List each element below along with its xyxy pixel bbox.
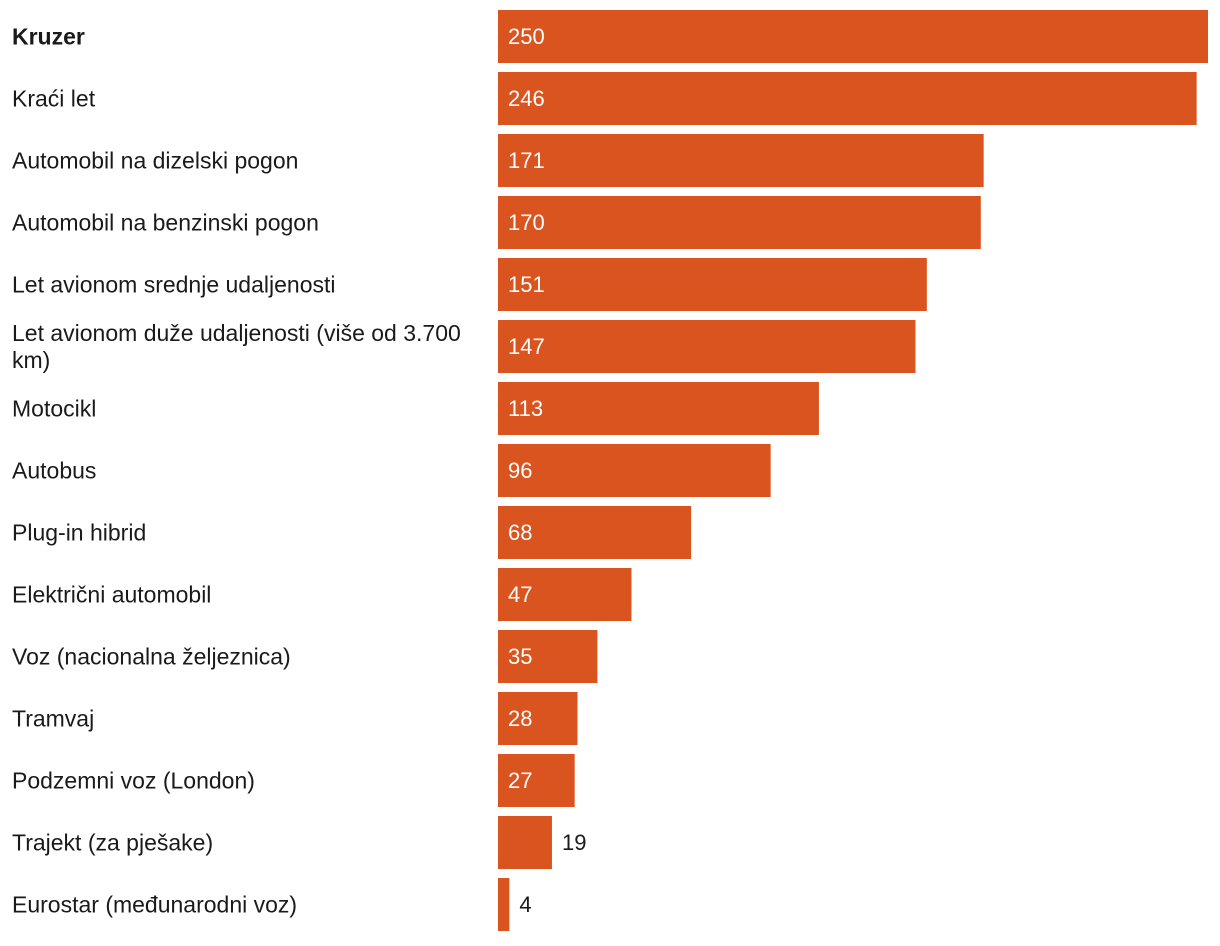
bar-value-label: 19	[562, 830, 586, 855]
category-label: Automobil na dizelski pogon	[12, 148, 298, 174]
category-label: Voz (nacionalna željeznica)	[12, 644, 291, 670]
bar-value-label: 170	[508, 210, 545, 235]
bar	[498, 444, 771, 497]
bar-value-label: 151	[508, 272, 545, 297]
category-label: Autobus	[12, 458, 96, 484]
bar	[498, 568, 632, 621]
bar-value-label: 113	[508, 396, 543, 421]
category-label: Kruzer	[12, 24, 85, 50]
category-label: Podzemni voz (London)	[12, 768, 255, 794]
category-label: Let avionom srednje udaljenosti	[12, 272, 335, 298]
category-label: Električni automobil	[12, 582, 211, 608]
bar-value-label: 147	[508, 334, 545, 359]
bar-value-label: 4	[519, 892, 531, 917]
bar-value-label: 47	[508, 582, 532, 607]
category-label: Motocikl	[12, 396, 96, 422]
bar	[498, 10, 1208, 63]
category-label: Trajekt (za pješake)	[12, 830, 213, 856]
bar-value-label: 68	[508, 520, 532, 545]
bar-value-label: 246	[508, 86, 545, 111]
bar-value-label: 171	[508, 148, 545, 173]
bar-value-label: 35	[508, 644, 532, 669]
bar	[498, 754, 575, 807]
category-label: Tramvaj	[12, 706, 94, 732]
bar	[498, 506, 692, 559]
bar-value-label: 96	[508, 458, 532, 483]
bar	[498, 196, 981, 249]
bar	[498, 134, 984, 187]
category-label: Plug-in hibrid	[12, 520, 146, 546]
bar-value-label: 28	[508, 706, 532, 731]
bar	[498, 878, 510, 931]
bar	[498, 320, 916, 373]
bar	[498, 630, 598, 683]
bar	[498, 382, 819, 435]
category-label: Automobil na benzinski pogon	[12, 210, 319, 236]
bar	[498, 692, 578, 745]
bar	[498, 258, 927, 311]
bar	[498, 72, 1197, 125]
bar-value-label: 27	[508, 768, 532, 793]
bar	[498, 816, 552, 869]
category-label: Let avionom duže udaljenosti (više od 3.…	[12, 320, 461, 373]
bar-value-label: 250	[508, 24, 545, 49]
category-label: Kraći let	[12, 86, 96, 112]
category-label: Eurostar (međunarodni voz)	[12, 892, 297, 918]
